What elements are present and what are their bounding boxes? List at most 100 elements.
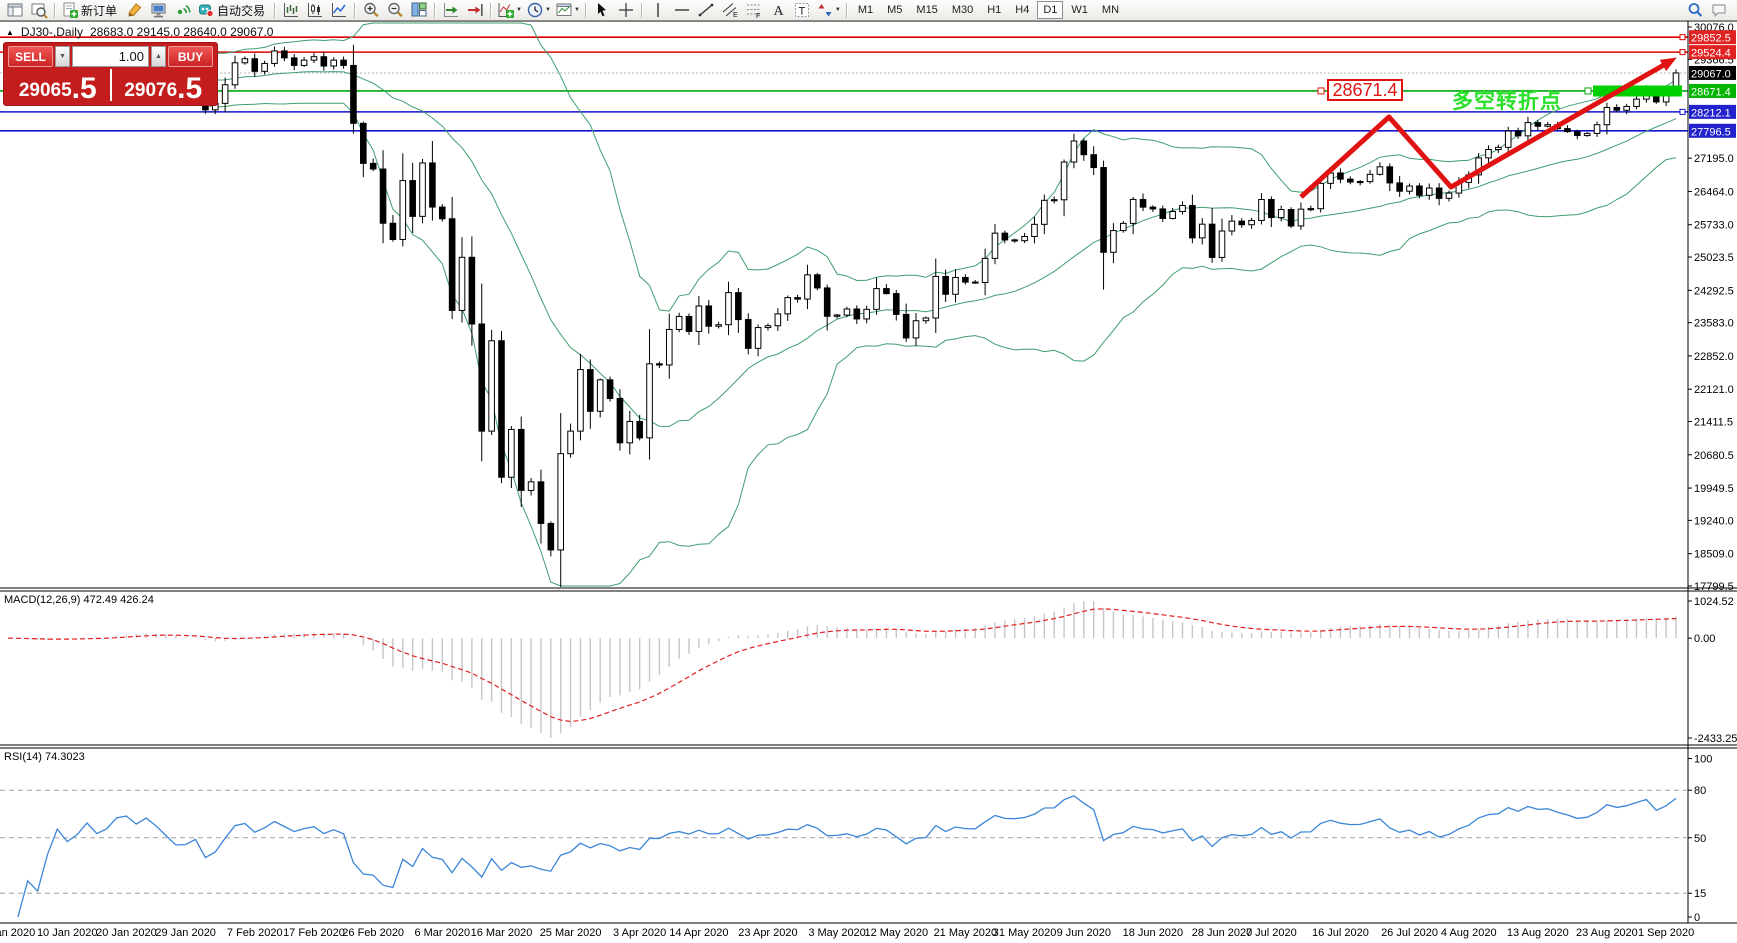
- svg-text:19240.0: 19240.0: [1694, 515, 1734, 527]
- chevron-down-icon: ▼: [573, 7, 580, 13]
- timeframe-W1[interactable]: W1: [1071, 4, 1088, 16]
- bar-chart-mode-button[interactable]: [279, 0, 303, 21]
- svg-text:27195.0: 27195.0: [1694, 153, 1734, 165]
- timeframe-H1[interactable]: H1: [987, 4, 1002, 16]
- cursor-button[interactable]: [590, 0, 614, 21]
- crayon-icon: [128, 3, 142, 17]
- indicators-button[interactable]: ▼: [495, 0, 524, 21]
- tiles-icon: [411, 2, 427, 17]
- text-button[interactable]: A: [766, 0, 790, 21]
- search-icon: [1688, 3, 1703, 17]
- zoom-out-button[interactable]: [383, 0, 407, 21]
- autotrading-button[interactable]: 自动交易: [195, 0, 271, 21]
- monitor-icon: [151, 3, 166, 18]
- tile-windows-button[interactable]: [407, 0, 431, 21]
- metaeditor-button[interactable]: [123, 0, 147, 21]
- candlestick-mode-button[interactable]: [303, 0, 327, 21]
- horizontal-line-button[interactable]: [670, 0, 694, 21]
- barchart-icon: [284, 3, 299, 17]
- win-icon: [7, 3, 23, 17]
- svg-text:12 May 2020: 12 May 2020: [864, 927, 928, 939]
- vertical-line-button[interactable]: [646, 0, 670, 21]
- periods-button[interactable]: ▼: [524, 0, 553, 21]
- clock-icon: [527, 2, 543, 18]
- toolbar-separator: [354, 2, 357, 18]
- svg-text:18509.0: 18509.0: [1694, 549, 1734, 561]
- vline-icon: [657, 3, 659, 17]
- chart-shift-button[interactable]: [463, 0, 487, 21]
- arrows-button[interactable]: ▼: [814, 0, 843, 21]
- turning-point-annotation[interactable]: 多空转折点: [1452, 90, 1562, 113]
- svg-text:28 Jun 2020: 28 Jun 2020: [1192, 927, 1253, 939]
- crosshair-button[interactable]: [614, 0, 638, 21]
- sell-button[interactable]: SELL: [8, 46, 53, 67]
- price-label-29524.4: [1689, 45, 1736, 60]
- buy-button[interactable]: BUY: [168, 46, 213, 67]
- collapse-triangle-icon[interactable]: ▲: [6, 27, 14, 37]
- sell-price[interactable]: 29065.5: [18, 72, 97, 105]
- timeframe-M30[interactable]: M30: [951, 4, 974, 16]
- svg-text:13 Aug 2020: 13 Aug 2020: [1507, 927, 1569, 939]
- toolbar-separator: [274, 2, 277, 18]
- timeframe-H4[interactable]: H4: [1015, 4, 1030, 16]
- line-handle[interactable]: [1679, 108, 1686, 115]
- volume-input[interactable]: [72, 46, 149, 67]
- symbol-period-label: DJ30-,Daily: [20, 25, 83, 39]
- annotation-handle[interactable]: [1317, 87, 1325, 95]
- neworder-icon: [63, 2, 78, 18]
- data-window-button[interactable]: [27, 0, 51, 21]
- svg-text:9 Jun 2020: 9 Jun 2020: [1057, 927, 1111, 939]
- volume-decrease-button[interactable]: ▼: [55, 46, 70, 67]
- trend-arrow[interactable]: [1299, 59, 1671, 199]
- price-label-28671.4: [1689, 83, 1736, 98]
- svg-text:25733.0: 25733.0: [1694, 220, 1734, 232]
- market-watch-button[interactable]: [3, 0, 27, 21]
- svg-text:50: 50: [1694, 833, 1706, 845]
- price-divider: [109, 69, 112, 101]
- price-level-annotation[interactable]: 28671.4: [1327, 79, 1403, 101]
- textA-icon: A: [773, 4, 784, 19]
- candle-icon: [308, 3, 323, 17]
- terminal-button[interactable]: [147, 0, 171, 21]
- line-handle[interactable]: [1679, 49, 1686, 56]
- trend-line-button[interactable]: [694, 0, 718, 21]
- equidistant-channel-button[interactable]: E: [718, 0, 742, 21]
- autoscroll-icon: [444, 3, 459, 17]
- zoomout-icon: [388, 2, 403, 18]
- textT-icon: T: [794, 3, 809, 18]
- bollinger-bands: [7, 22, 1677, 587]
- volume-increase-button[interactable]: ▲: [151, 46, 166, 67]
- svg-text:27796.5: 27796.5: [1691, 126, 1731, 138]
- green-line-handle[interactable]: [1584, 87, 1592, 95]
- svg-text:T: T: [798, 6, 805, 18]
- fibo-icon: F: [746, 4, 761, 19]
- signals-button[interactable]: [171, 0, 195, 21]
- chat-button[interactable]: [1707, 0, 1731, 21]
- zoom-in-button[interactable]: [359, 0, 383, 21]
- timeframe-M5[interactable]: M5: [887, 4, 903, 16]
- svg-text:10 Jan 2020: 10 Jan 2020: [37, 927, 98, 939]
- line-chart-mode-button[interactable]: [327, 0, 351, 21]
- svg-text:26 Jul 2020: 26 Jul 2020: [1381, 927, 1438, 939]
- search-button[interactable]: [1683, 0, 1707, 21]
- price-label-29067.0: [1689, 65, 1736, 80]
- line-handle[interactable]: [1679, 34, 1686, 41]
- timeframe-M15[interactable]: M15: [916, 4, 938, 16]
- templates-button[interactable]: ▼: [553, 0, 582, 21]
- timeframe-M1[interactable]: M1: [857, 4, 874, 16]
- rsi-pane[interactable]: 100 80 50 15 0: [0, 754, 1712, 925]
- fibonacci-button[interactable]: F: [742, 0, 766, 21]
- text-label-button[interactable]: T: [790, 0, 814, 21]
- macd-pane[interactable]: 1024.52 0.00 -2433.25: [7, 596, 1737, 745]
- highlight-zone-bar[interactable]: [1593, 85, 1682, 97]
- channel-icon: E: [722, 3, 738, 19]
- new-order-label: 新订单: [81, 3, 118, 18]
- toolbar-separator: [434, 2, 437, 18]
- buy-price[interactable]: 29076.5: [124, 72, 203, 105]
- auto-scroll-button[interactable]: [439, 0, 463, 21]
- new-order-button[interactable]: 新订单: [59, 0, 123, 21]
- timeframe-D1[interactable]: D1: [1037, 1, 1064, 19]
- timeframe-MN[interactable]: MN: [1101, 4, 1120, 16]
